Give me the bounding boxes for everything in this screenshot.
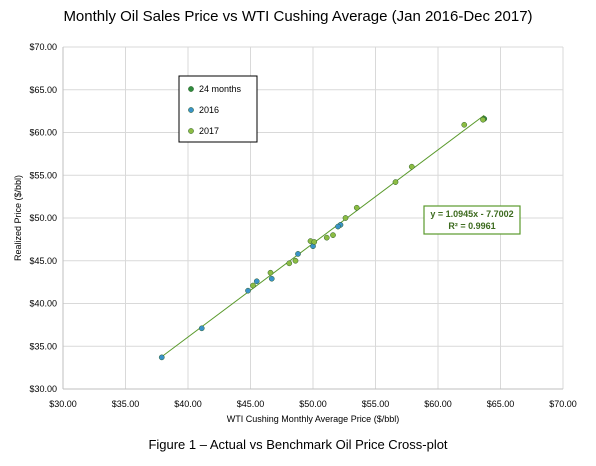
x-tick-label: $30.00 — [49, 399, 77, 409]
point-2016 — [253, 278, 260, 285]
legend-marker-2017 — [188, 128, 194, 134]
x-tick-label: $45.00 — [237, 399, 265, 409]
r-squared-label: R² = 0.9961 — [448, 221, 495, 231]
y-tick-label: $70.00 — [29, 42, 57, 52]
point-2017 — [311, 239, 318, 245]
y-tick-label: $60.00 — [29, 128, 57, 138]
point-2016 — [295, 251, 301, 257]
y-tick-label: $50.00 — [29, 213, 57, 223]
x-axis-label: WTI Cushing Monthly Average Price ($/bbl… — [227, 414, 399, 424]
point-2016 — [335, 223, 341, 230]
axes: $30.00 $35.00 $40.00 $45.00 $50.00 $55.00 $60.… — [29, 42, 576, 409]
legend-label-24-months: 24 months — [199, 84, 242, 94]
point-2016 — [198, 325, 205, 332]
legend-marker-2016 — [188, 107, 194, 113]
point-2017 — [353, 204, 360, 211]
legend: 24 months 2016 2017 — [178, 75, 258, 143]
point-2017 — [342, 215, 349, 221]
point-2016 — [268, 275, 275, 282]
point-2017 — [323, 234, 330, 241]
y-axis-label: Realized Price ($/bbl) — [13, 175, 23, 261]
trendline — [162, 114, 485, 357]
point-2017 — [392, 179, 399, 185]
y-tick-label: $45.00 — [29, 256, 57, 266]
chart-title: Monthly Oil Sales Price vs WTI Cushing A… — [63, 8, 533, 25]
y-tick-label: $40.00 — [29, 299, 57, 309]
data-points — [158, 115, 488, 361]
x-tick-label: $70.00 — [549, 399, 577, 409]
point-2017 — [292, 257, 299, 264]
x-tick-label: $60.00 — [424, 399, 452, 409]
point-2016 — [245, 287, 251, 294]
legend-label-2017: 2017 — [199, 126, 219, 136]
point-2017 — [330, 232, 336, 238]
point-2017 — [408, 163, 415, 170]
x-tick-label: $55.00 — [362, 399, 390, 409]
x-tick-label: $40.00 — [174, 399, 202, 409]
x-tick-label: $65.00 — [487, 399, 515, 409]
x-tick-label: $50.00 — [299, 399, 327, 409]
trendline-line — [162, 114, 485, 357]
trendline-equation: y = 1.0945x - 7.7002 — [430, 209, 513, 219]
x-tick-label: $35.00 — [112, 399, 140, 409]
legend-label-2016: 2016 — [199, 105, 219, 115]
point-2017 — [250, 282, 256, 289]
point-2017 — [461, 121, 468, 128]
point-2017 — [480, 116, 486, 123]
y-tick-label: $30.00 — [29, 384, 57, 394]
trendline-equation-box: y = 1.0945x - 7.7002 R² = 0.9961 — [423, 205, 521, 235]
equation-box — [423, 205, 521, 235]
point-2017 — [286, 260, 293, 267]
point-2017 — [267, 269, 274, 276]
y-tick-label: $35.00 — [29, 341, 57, 351]
y-tick-label: $65.00 — [29, 85, 57, 95]
legend-marker-24-months — [188, 86, 194, 92]
y-tick-label: $55.00 — [29, 170, 57, 180]
figure-caption: Figure 1 – Actual vs Benchmark Oil Price… — [148, 437, 448, 452]
point-2016 — [158, 354, 165, 361]
